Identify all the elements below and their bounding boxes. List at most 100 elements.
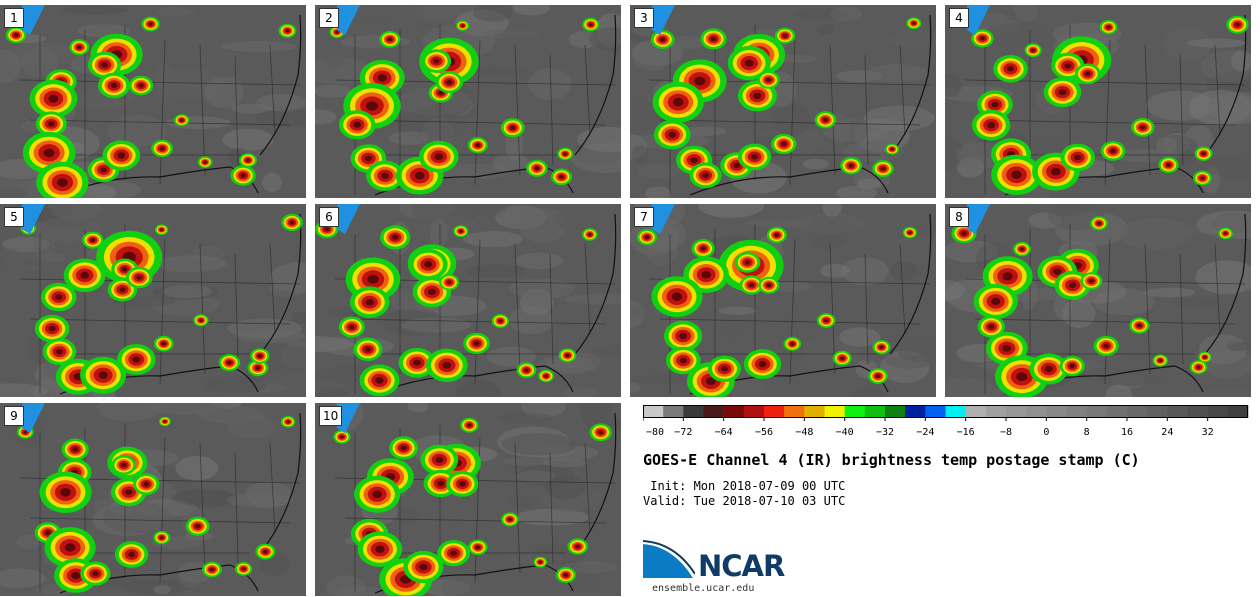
state-border [549, 452, 554, 564]
state-border [899, 243, 906, 335]
storm-cell [335, 30, 339, 34]
member-label: 7 [634, 207, 654, 227]
ensemble-member-panel-8[interactable]: 8 [945, 204, 1251, 397]
storm-cell [392, 234, 399, 240]
cloud-patch [718, 306, 757, 315]
storm-cell [227, 360, 232, 365]
ensemble-member-panel-1[interactable]: 1 [0, 5, 306, 198]
coastline [374, 213, 617, 395]
state-border [159, 437, 166, 584]
cloud-patch [820, 263, 850, 278]
cloud-patch [1047, 204, 1105, 231]
storm-cell [427, 288, 436, 296]
storm-cell [125, 489, 133, 495]
cloud-patch [554, 204, 621, 234]
cloud-patch [1173, 297, 1220, 308]
ensemble-member-panel-4[interactable]: 4 [945, 5, 1251, 198]
cloud-patch [668, 36, 705, 50]
storm-cell [876, 374, 880, 378]
storm-cell [375, 377, 384, 384]
ensemble-member-panel-6[interactable]: 6 [315, 204, 621, 397]
colorbar-bin [784, 405, 805, 418]
cloud-patch [388, 131, 430, 145]
ensemble-member-panel-10[interactable]: 10 [315, 403, 621, 596]
storm-cell [671, 292, 683, 301]
storm-cell [121, 463, 127, 468]
ensemble-member-panel-2[interactable]: 2 [315, 5, 621, 198]
storm-cell [364, 155, 373, 162]
cloud-patch [577, 126, 621, 152]
cloud-patch [153, 585, 171, 595]
state-border [659, 318, 921, 325]
storm-cell [447, 280, 452, 284]
storm-cell [702, 172, 709, 179]
storm-cell [450, 550, 457, 556]
ensemble-member-panel-3[interactable]: 3 [630, 5, 936, 198]
storm-cell [744, 59, 754, 67]
cloud-patch [444, 115, 500, 149]
storm-cell [110, 82, 118, 89]
storm-cell [475, 545, 480, 549]
storm-cell [60, 488, 71, 497]
storm-cell [45, 530, 51, 535]
colorbar-bin [1127, 405, 1148, 418]
storm-cell [180, 118, 184, 122]
storm-cell [1224, 232, 1227, 235]
ensemble-member-panel-5[interactable]: 5 [0, 204, 306, 397]
storm-cell [136, 275, 142, 280]
storm-cell [508, 517, 512, 521]
cloud-patch [48, 204, 101, 221]
state-border [864, 54, 869, 166]
cloud-patch [1143, 287, 1196, 298]
storm-cell [774, 233, 779, 237]
colorbar-bin [1147, 405, 1168, 418]
cloud-patch [822, 204, 843, 217]
cloud-patch [1195, 260, 1251, 295]
cloud-patch [226, 492, 294, 508]
cloud-patch [1026, 140, 1067, 154]
storm-cell [387, 37, 393, 42]
storm-cell [353, 121, 361, 128]
colorbar-tick-label: −16 [957, 427, 975, 438]
storm-cell [324, 227, 330, 231]
storm-cell [679, 332, 687, 340]
storm-cell [912, 22, 916, 25]
ensemble-member-panel-9[interactable]: 9 [0, 403, 306, 596]
state-border [549, 54, 554, 166]
storm-cell [365, 299, 374, 306]
cloud-patch [522, 381, 554, 397]
state-border [1214, 44, 1221, 136]
state-border [899, 44, 906, 136]
colorbar-bin [965, 405, 987, 418]
storm-cell [372, 490, 382, 499]
storm-cell [991, 297, 1001, 305]
storm-cell [961, 231, 967, 236]
state-border [659, 119, 921, 126]
cloud-patch [514, 252, 563, 270]
storm-cell [467, 423, 472, 427]
cloud-patch [983, 22, 1057, 48]
storm-cell [246, 158, 250, 162]
storm-cell [890, 148, 894, 151]
member-label: 4 [949, 8, 969, 28]
cloud-patch [592, 345, 621, 357]
cloud-patch [516, 470, 555, 483]
cloud-patch [945, 376, 998, 397]
cold-cloud-band [652, 5, 675, 35]
member-label: 5 [4, 207, 24, 227]
storm-cell [1031, 48, 1035, 52]
cloud-patch [204, 76, 244, 109]
cloud-patch [483, 29, 541, 39]
cloud-patch [496, 412, 553, 424]
storm-cell [138, 83, 144, 88]
satellite-map [945, 204, 1251, 397]
state-border [199, 243, 206, 375]
cloud-patch [895, 234, 936, 253]
ensemble-member-panel-7[interactable]: 7 [630, 204, 936, 397]
cloud-patch [1184, 80, 1220, 90]
storm-cell [1074, 154, 1082, 161]
storm-cell [195, 524, 201, 529]
valid-time: Valid: Tue 2018-07-10 03 UTC [643, 494, 846, 508]
storm-cell [694, 76, 706, 86]
storm-cell [1069, 363, 1075, 369]
